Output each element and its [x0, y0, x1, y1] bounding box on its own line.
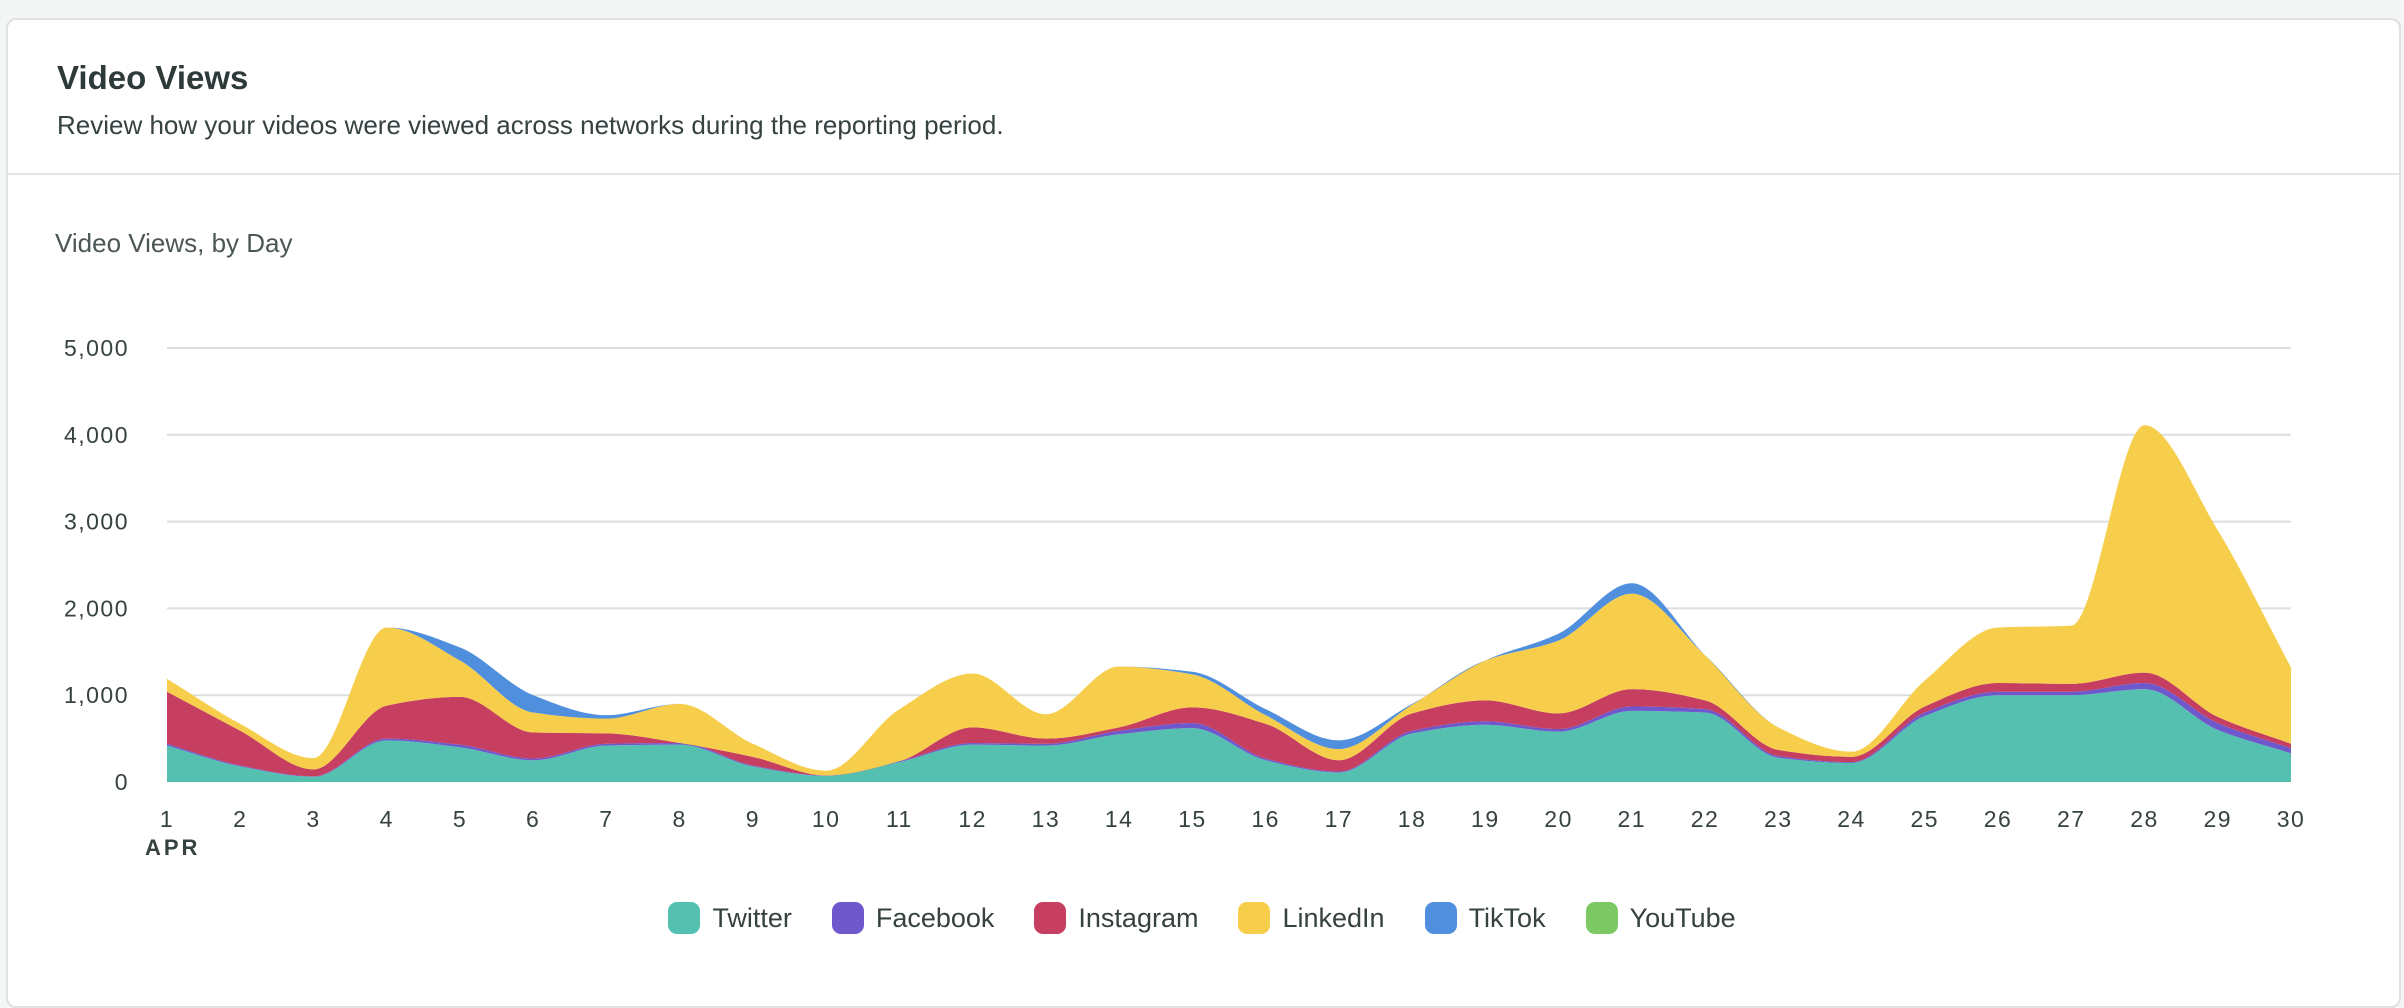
card-title: Video Views	[57, 59, 249, 96]
legend-label: Twitter	[712, 902, 792, 933]
x-tick-label: 27	[2057, 806, 2086, 832]
chart-legend: Twitter Facebook Instagram LinkedIn TikTok Yo…	[0, 902, 2404, 934]
x-tick-label: 25	[1910, 806, 1939, 832]
x-tick-label: 22	[1691, 806, 1720, 832]
legend-swatch	[1424, 902, 1457, 934]
legend-label: TikTok	[1468, 902, 1546, 933]
x-axis-ticks: 1 2 3 4 5 6 7 8 9 10 11 12 13 14 15 16 17 18 19 20 21 22 23 24 2…	[160, 806, 2306, 832]
legend-item-facebook[interactable]: Facebook	[831, 902, 995, 934]
x-tick-label: 8	[673, 806, 687, 832]
legend-item-instagram[interactable]: Instagram	[1034, 902, 1198, 934]
legend-item-youtube[interactable]: YouTube	[1585, 902, 1736, 934]
y-axis-ticks: 0 1,000 2,000 3,000 4,000 5,000	[64, 335, 129, 795]
x-tick-label: 11	[886, 806, 913, 832]
legend-swatch	[1238, 902, 1271, 934]
x-tick-label: 13	[1032, 806, 1061, 832]
x-tick-label: 18	[1398, 806, 1427, 832]
legend-swatch	[668, 902, 701, 934]
x-tick-label: 14	[1105, 806, 1134, 832]
x-tick-label: 21	[1618, 806, 1647, 832]
x-tick-label: 3	[306, 806, 320, 832]
x-tick-label: 2	[233, 806, 247, 832]
x-axis-month-label: APR	[145, 835, 200, 860]
stacked-areas	[167, 425, 2291, 782]
legend-label: Facebook	[875, 902, 995, 933]
x-tick-label: 19	[1471, 806, 1500, 832]
x-tick-label: 30	[2277, 806, 2306, 832]
area-series-facebook[interactable]	[167, 683, 2291, 777]
legend-swatch	[1034, 902, 1067, 934]
legend-label: Instagram	[1078, 902, 1199, 933]
y-tick-label: 2,000	[64, 595, 129, 621]
y-tick-label: 5,000	[64, 335, 129, 361]
y-tick-label: 1,000	[64, 682, 129, 708]
legend-item-linkedin[interactable]: LinkedIn	[1238, 902, 1385, 934]
x-tick-label: 15	[1178, 806, 1207, 832]
x-tick-label: 1	[160, 806, 174, 832]
legend-item-tiktok[interactable]: TikTok	[1424, 902, 1546, 934]
y-tick-label: 0	[115, 769, 129, 795]
x-tick-label: 12	[958, 806, 987, 832]
y-tick-label: 4,000	[64, 422, 129, 448]
legend-swatch	[831, 902, 864, 934]
area-series-twitter[interactable]	[167, 689, 2291, 782]
x-tick-label: 17	[1325, 806, 1354, 832]
x-tick-label: 28	[2130, 806, 2159, 832]
x-tick-label: 5	[453, 806, 467, 832]
x-tick-label: 16	[1251, 806, 1280, 832]
x-tick-label: 6	[526, 806, 540, 832]
card-subtitle: Review how your videos were viewed acros…	[57, 110, 1004, 140]
x-tick-label: 23	[1764, 806, 1793, 832]
x-tick-label: 29	[2203, 806, 2232, 832]
legend-label: YouTube	[1629, 902, 1736, 933]
legend-swatch	[1585, 902, 1618, 934]
area-series-linkedin[interactable]	[167, 425, 2291, 776]
legend-label: LinkedIn	[1282, 902, 1385, 933]
x-tick-label: 9	[746, 806, 760, 832]
area-series-instagram[interactable]	[167, 672, 2291, 777]
legend-item-twitter[interactable]: Twitter	[668, 902, 792, 934]
video-views-card: Video Views Review how your videos were …	[6, 18, 2401, 1008]
x-tick-label: 24	[1837, 806, 1866, 832]
y-tick-label: 3,000	[64, 509, 129, 535]
x-tick-label: 20	[1544, 806, 1573, 832]
chart-title: Video Views, by Day	[55, 228, 293, 258]
card-header: Video Views Review how your videos were …	[8, 20, 2399, 175]
x-tick-label: 4	[380, 806, 394, 832]
x-tick-label: 26	[1984, 806, 2013, 832]
x-tick-label: 7	[599, 806, 613, 832]
x-tick-label: 10	[812, 806, 841, 832]
